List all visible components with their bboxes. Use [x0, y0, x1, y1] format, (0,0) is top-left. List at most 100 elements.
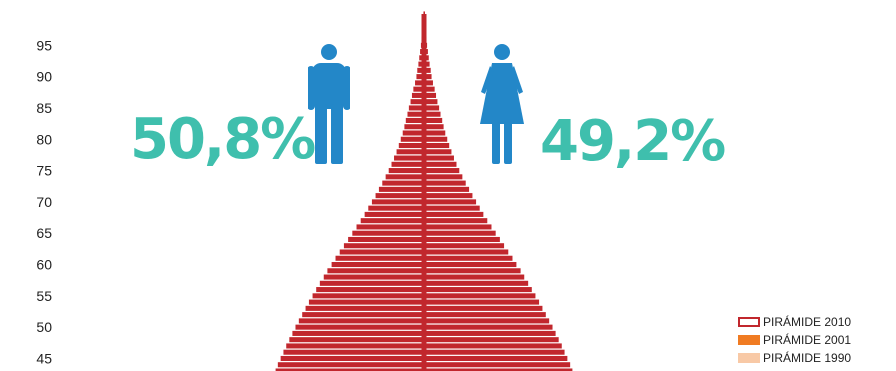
legend-item-2001: PIRÁMIDE 2001 — [738, 331, 851, 349]
bar-right-age-78 — [424, 149, 452, 155]
legend-swatch-icon — [738, 335, 760, 345]
bar-left-age-45 — [280, 355, 424, 362]
bar-left-age-76 — [391, 161, 424, 167]
bar-left-age-47 — [286, 343, 424, 349]
bar-right-age-66 — [424, 224, 492, 230]
bar-right-age-91 — [424, 67, 431, 73]
bar-left-age-50 — [295, 324, 424, 330]
legend: PIRÁMIDE 2010 PIRÁMIDE 2001 PIRÁMIDE 199… — [738, 313, 851, 367]
bar-right-age-82 — [424, 124, 444, 130]
bar-right-age-62 — [424, 249, 509, 255]
bar-right-age-84 — [424, 111, 441, 117]
bar-left-age-78 — [396, 149, 424, 155]
female-percentage: 49,2% — [540, 109, 726, 174]
y-tick-label: 75 — [36, 163, 52, 179]
bar-right-age-45 — [424, 355, 568, 362]
bar-left-age-44 — [277, 362, 424, 368]
bar-right-age-58 — [424, 274, 525, 280]
male-percentage: 50,8% — [130, 107, 316, 172]
bar-right-age-55 — [424, 293, 536, 299]
bar-left-age-58 — [323, 274, 424, 280]
bar-left-age-62 — [339, 249, 424, 255]
bar-left-age-68 — [364, 211, 424, 217]
bar-left-age-87 — [411, 92, 424, 98]
bar-left-age-92 — [418, 61, 424, 67]
bar-left-age-74 — [385, 174, 424, 180]
y-tick-label: 95 — [36, 37, 52, 53]
legend-label: PIRÁMIDE 2001 — [763, 333, 852, 347]
bar-left-age-80 — [400, 136, 424, 142]
bar-right-age-65 — [424, 230, 496, 236]
bar-right-age-44 — [424, 362, 571, 368]
y-tick-label: 60 — [36, 257, 52, 273]
bar-right-age-43 — [424, 368, 573, 371]
bar-right-age-90 — [424, 74, 432, 80]
bar-right-age-48 — [424, 337, 559, 343]
bar-left-age-66 — [356, 224, 424, 230]
bar-right-age-64 — [424, 236, 500, 243]
bar-left-age-48 — [289, 337, 424, 343]
bar-right-age-54 — [424, 299, 540, 305]
bar-left-age-79 — [398, 142, 424, 149]
bar-right-age-92 — [424, 61, 430, 67]
legend-swatch-outline-icon — [738, 317, 760, 327]
y-tick-label: 80 — [36, 131, 52, 147]
bar-left-age-65 — [352, 230, 424, 236]
y-tick-label: 45 — [36, 350, 52, 366]
bar-right-age-72 — [424, 186, 470, 192]
bar-right-age-86 — [424, 99, 438, 105]
bar-right-age-81 — [424, 130, 446, 136]
bar-right-age-85 — [424, 105, 440, 111]
legend-label: PIRÁMIDE 2010 — [763, 315, 852, 329]
bar-right-age-47 — [424, 343, 562, 349]
bar-left-age-91 — [417, 67, 424, 73]
bar-right-age-69 — [424, 205, 480, 211]
bar-right-age-71 — [424, 193, 473, 199]
legend-item-2010: PIRÁMIDE 2010 — [738, 313, 851, 331]
legend-item-1990: PIRÁMIDE 1990 — [738, 349, 851, 367]
bar-right-age-80 — [424, 136, 448, 142]
y-tick-label: 85 — [36, 100, 52, 116]
male-figure-icon — [307, 44, 351, 171]
bar-right-age-76 — [424, 161, 457, 167]
bar-left-age-77 — [394, 155, 424, 161]
bar-left-age-81 — [402, 130, 424, 136]
y-tick-label: 90 — [36, 69, 52, 85]
bar-right-age-50 — [424, 324, 553, 330]
bar-left-age-83 — [405, 117, 424, 124]
y-tick-label: 70 — [36, 194, 52, 210]
bar-right-age-52 — [424, 312, 546, 318]
bar-right-age-63 — [424, 243, 505, 249]
bar-left-age-43 — [275, 368, 424, 371]
bar-left-age-51 — [298, 318, 424, 324]
bar-left-age-64 — [348, 236, 424, 243]
bar-right-age-74 — [424, 174, 463, 180]
bar-right-age-79 — [424, 142, 450, 149]
legend-swatch-icon — [738, 353, 760, 363]
bar-right-age-87 — [424, 92, 437, 98]
bar-left-age-59 — [327, 268, 424, 274]
bar-left-age-52 — [302, 312, 424, 318]
bar-right-age-83 — [424, 117, 443, 124]
bar-left-age-90 — [416, 74, 424, 80]
bar-right-age-56 — [424, 287, 532, 293]
bar-left-age-63 — [343, 243, 424, 249]
bar-right-age-59 — [424, 268, 521, 274]
bar-left-age-73 — [382, 180, 424, 186]
bar-left-age-84 — [407, 111, 424, 117]
bar-left-age-49 — [292, 330, 424, 336]
bar-left-age-61 — [335, 255, 424, 261]
bar-left-age-55 — [312, 293, 424, 299]
y-tick-label: 50 — [36, 319, 52, 335]
bar-right-age-70 — [424, 199, 477, 205]
bar-left-age-88 — [413, 86, 424, 92]
y-tick-label: 65 — [36, 225, 52, 241]
female-figure-icon — [478, 44, 526, 171]
bar-right-age-88 — [424, 86, 435, 92]
pyramid-center-spine — [421, 14, 427, 371]
bar-right-age-67 — [424, 218, 488, 224]
bar-left-age-86 — [410, 99, 424, 105]
bar-right-age-60 — [424, 261, 517, 268]
bar-left-age-60 — [331, 261, 424, 268]
bar-left-age-89 — [415, 80, 424, 86]
